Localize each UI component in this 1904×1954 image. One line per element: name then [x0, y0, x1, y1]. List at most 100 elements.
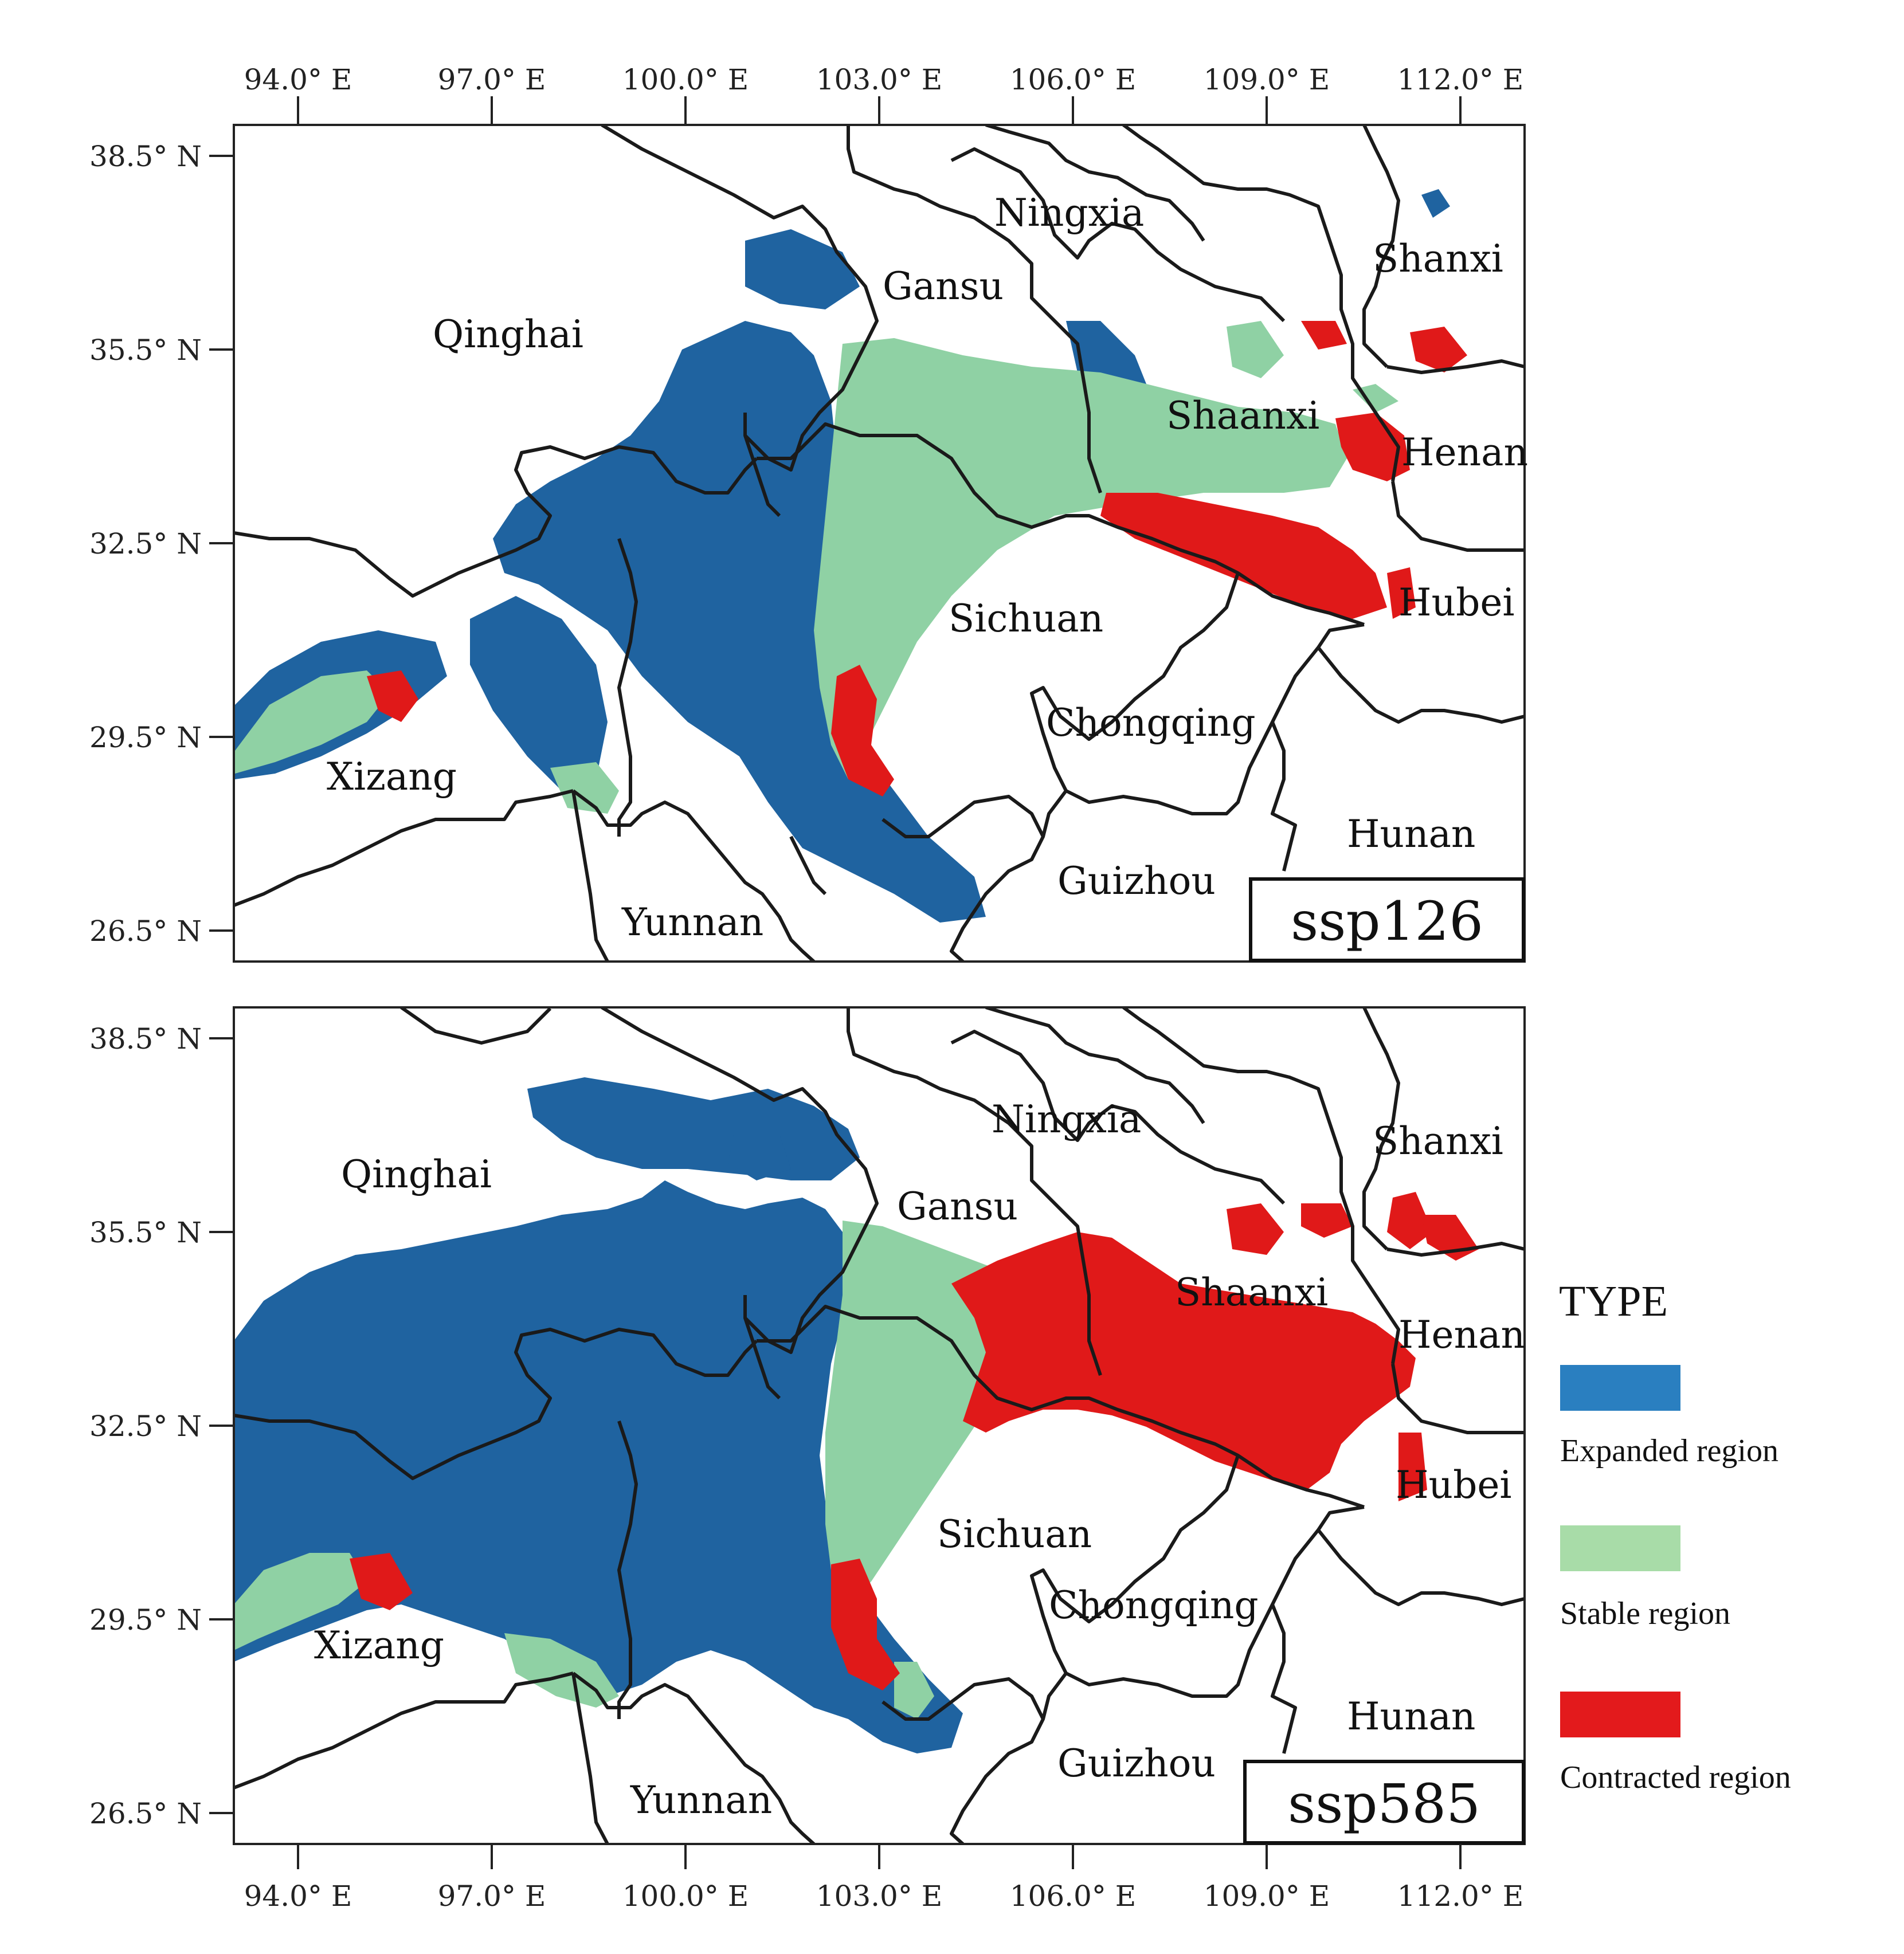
x-tick-label: 106.0° E: [1010, 1880, 1137, 1913]
scenario-box: [1243, 1760, 1525, 1845]
province-label: Yunnan: [630, 1778, 772, 1822]
contracted-region-shape: [1227, 1203, 1284, 1255]
x-tick-label: 103.0° E: [816, 1880, 943, 1913]
province-label: Guizhou: [1057, 1741, 1216, 1786]
x-axis-top: 94.0° E 97.0° E 100.0° E 103.0° E 106.0°…: [244, 63, 1524, 125]
y-tick-label: 29.5° N: [89, 721, 202, 754]
legend: TYPE Expanded region Stable region Contr…: [1559, 1277, 1791, 1795]
contracted-region-shape: [831, 665, 894, 796]
province-labels: Qinghai Gansu Ningxia Shanxi Shaanxi Hen…: [327, 191, 1528, 944]
expanded-region-shape: [234, 1180, 963, 1753]
legend-label-contracted: Contracted region: [1560, 1760, 1791, 1795]
stable-region-shape: [814, 338, 1347, 779]
x-tick-label: 112.0° E: [1397, 63, 1524, 96]
province-label: Henan: [1398, 1313, 1525, 1357]
stable-region-shape: [504, 1633, 619, 1708]
province-label: Sichuan: [937, 1512, 1092, 1556]
expanded-region-shape: [745, 229, 860, 309]
province-label: Xizang: [327, 755, 457, 799]
legend-label-expanded: Expanded region: [1560, 1433, 1778, 1469]
panel-ssp585: ssp585 Qinghai Gansu Ningxia Shanxi Shaa…: [89, 1006, 1526, 1913]
contracted-region-shape: [1301, 321, 1347, 350]
contracted-region-shape: [350, 1553, 413, 1610]
x-tick-label: 94.0° E: [244, 63, 352, 96]
y-tick-label: 26.5° N: [89, 1797, 202, 1830]
province-label: Chongqing: [1049, 1583, 1259, 1627]
legend-swatch-contracted: [1560, 1692, 1680, 1737]
x-tick-label: 112.0° E: [1397, 1880, 1524, 1913]
legend-title: TYPE: [1559, 1277, 1668, 1325]
province-labels: Qinghai Gansu Ningxia Shanxi Shaanxi Hen…: [314, 1097, 1525, 1822]
province-label: Chongqing: [1046, 701, 1256, 745]
province-label: Shaanxi: [1175, 1270, 1328, 1315]
province-label: Shanxi: [1373, 237, 1503, 281]
expanded-region-shape: [1421, 189, 1450, 218]
province-label: Xizang: [314, 1623, 444, 1667]
y-tick-label: 35.5° N: [89, 333, 202, 367]
x-tick-label: 103.0° E: [816, 63, 943, 96]
y-tick-label: 38.5° N: [89, 140, 202, 173]
expanded-region-shape: [728, 1135, 791, 1180]
province-label: Yunnan: [621, 900, 763, 944]
legend-swatch-expanded: [1560, 1365, 1680, 1411]
y-axis-top: 38.5° N 35.5° N 32.5° N 29.5° N 26.5° N: [89, 140, 234, 948]
province-boundaries: [234, 1007, 1525, 1844]
x-tick-label: 109.0° E: [1204, 63, 1330, 96]
contracted-region-shape: [1387, 1192, 1433, 1249]
y-tick-label: 32.5° N: [89, 1410, 202, 1443]
province-label: Hunan: [1347, 812, 1475, 856]
legend-label-stable: Stable region: [1560, 1596, 1730, 1631]
y-tick-label: 38.5° N: [89, 1022, 202, 1056]
contracted-region-shape: [1410, 327, 1467, 372]
y-tick-label: 32.5° N: [89, 527, 202, 560]
x-tick-label: 100.0° E: [622, 1880, 749, 1913]
stable-region-shape: [894, 1662, 934, 1719]
scenario-label: ssp126: [1291, 890, 1483, 953]
province-label: Shanxi: [1373, 1119, 1503, 1163]
contracted-region-shape: [951, 1232, 1416, 1490]
stable-region-shape: [550, 762, 619, 814]
y-tick-label: 29.5° N: [89, 1603, 202, 1637]
stable-region-shape: [235, 670, 390, 774]
x-tick-label: 97.0° E: [438, 63, 546, 96]
expanded-region-shape: [527, 1077, 860, 1180]
contracted-region-shape: [1100, 493, 1387, 619]
expanded-region-shape: [470, 596, 608, 791]
province-label: Qinghai: [341, 1152, 492, 1196]
contracted-region-shape: [1301, 1203, 1353, 1238]
province-label: Gansu: [897, 1184, 1018, 1229]
province-label: Guizhou: [1057, 859, 1216, 903]
x-tick-label: 109.0° E: [1204, 1880, 1330, 1913]
province-boundaries: [234, 125, 1525, 962]
contracted-region-shape: [1398, 1433, 1427, 1501]
province-label: Hubei: [1396, 1463, 1511, 1507]
stable-region-shape: [1353, 384, 1398, 413]
x-axis-bottom: 94.0° E 97.0° E 100.0° E 103.0° E 106.0°…: [244, 1844, 1524, 1913]
x-tick-label: 106.0° E: [1010, 63, 1137, 96]
y-tick-label: 35.5° N: [89, 1216, 202, 1249]
province-label: Henan: [1401, 430, 1528, 474]
contracted-region-shape: [831, 1559, 900, 1690]
province-label: Sichuan: [949, 597, 1103, 641]
panel-ssp126: ssp126 Qinghai Gansu Ningxia Shanxi Shaa…: [89, 63, 1528, 963]
stable-region-shape: [234, 1553, 367, 1650]
x-tick-label: 100.0° E: [622, 63, 749, 96]
scenario-label: ssp585: [1288, 1773, 1480, 1835]
y-tick-label: 26.5° N: [89, 915, 202, 948]
province-label: Ningxia: [994, 191, 1144, 235]
province-label: Gansu: [883, 264, 1004, 308]
province-label: Hubei: [1398, 580, 1514, 625]
x-tick-label: 94.0° E: [244, 1880, 352, 1913]
x-tick-label: 97.0° E: [438, 1880, 546, 1913]
legend-swatch-stable: [1560, 1525, 1680, 1571]
stable-region-shape: [1227, 321, 1284, 378]
province-label: Qinghai: [433, 312, 583, 356]
province-label: Ningxia: [992, 1097, 1141, 1141]
contracted-region-shape: [1387, 567, 1416, 619]
contracted-region-shape: [1335, 413, 1410, 481]
y-axis-bottom: 38.5° N 35.5° N 32.5° N 29.5° N 26.5° N: [89, 1022, 234, 1830]
scenario-box: [1249, 877, 1525, 962]
contracted-region-shape: [367, 670, 418, 722]
province-label: Hunan: [1347, 1694, 1475, 1739]
